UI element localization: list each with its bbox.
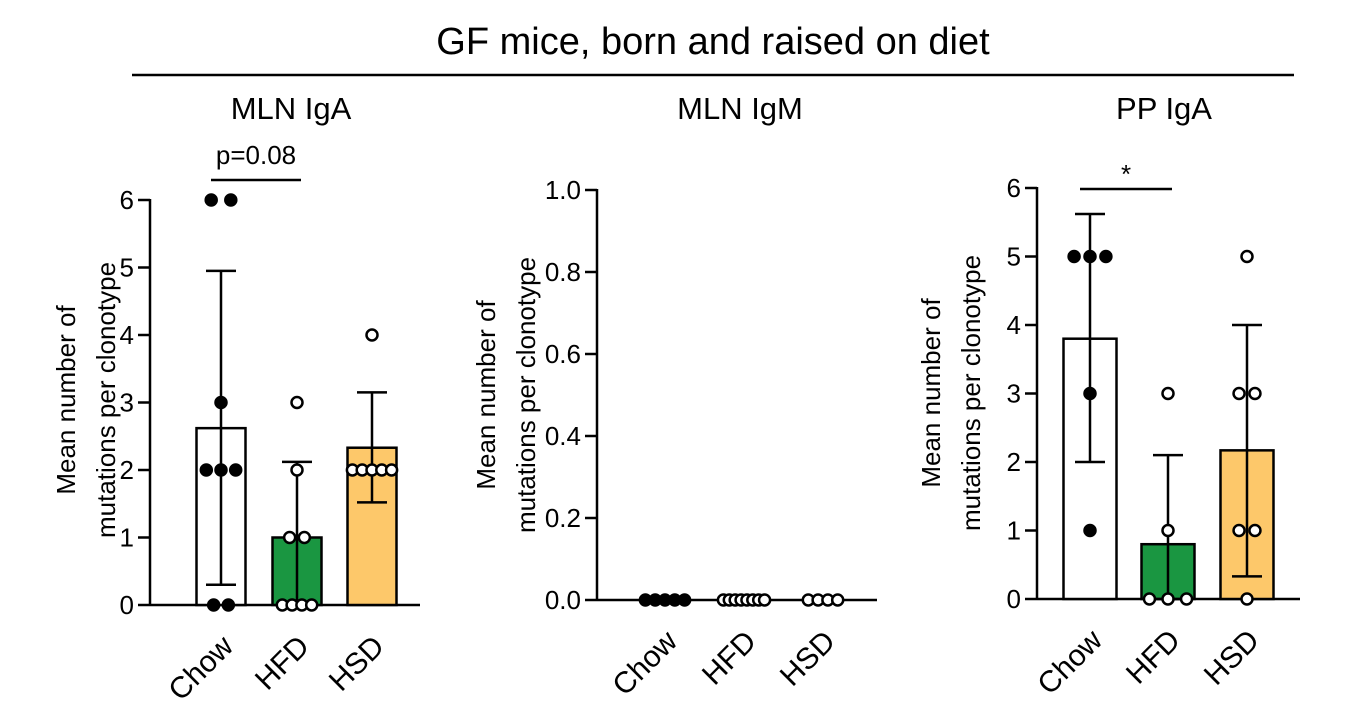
y-tick-label: 0.4 bbox=[545, 421, 581, 451]
data-point-hfd bbox=[757, 593, 772, 607]
data-point-chow bbox=[199, 463, 214, 477]
y-axis-label-line1: Mean number of bbox=[51, 305, 81, 495]
panel-1: MLN IgM Mean number of mutations per clono… bbox=[471, 91, 877, 702]
y-tick-label: 0.0 bbox=[545, 585, 581, 615]
data-point-chow bbox=[677, 593, 692, 607]
y-axis-label-line2: mutations per clonotype bbox=[511, 257, 541, 533]
x-category-label: HSD bbox=[323, 630, 391, 698]
data-point-hfd bbox=[297, 530, 312, 545]
panel-0: MLN IgA Mean number of mutations per clono… bbox=[51, 91, 420, 707]
data-point-hfd bbox=[304, 598, 319, 612]
y-tick-label: 0 bbox=[120, 590, 134, 620]
data-point-hfd bbox=[1142, 592, 1157, 606]
data-point-hsd bbox=[830, 593, 845, 607]
data-point-chow bbox=[214, 463, 228, 477]
data-point-chow bbox=[1067, 249, 1081, 264]
y-axis-label-line2: mutations per clonotype bbox=[91, 262, 121, 538]
data-point-chow bbox=[1083, 523, 1097, 538]
data-point-chow bbox=[221, 598, 236, 612]
y-tick-label: 2 bbox=[120, 455, 134, 485]
data-point-chow bbox=[214, 395, 228, 410]
data-point-hsd bbox=[1240, 249, 1254, 264]
y-tick-label: 6 bbox=[1007, 173, 1021, 203]
data-point-chow bbox=[1083, 386, 1097, 401]
data-point-hsd bbox=[365, 328, 379, 342]
data-point-hsd bbox=[384, 463, 399, 477]
x-category-label: Chow bbox=[162, 629, 240, 707]
y-tick-label: 5 bbox=[1007, 242, 1021, 272]
y-axis-label: Mean number of mutations per clonotype bbox=[471, 257, 541, 533]
data-point-hfd bbox=[290, 463, 304, 477]
x-category-label: Chow bbox=[1031, 623, 1109, 701]
y-tick-label: 5 bbox=[120, 253, 134, 283]
panel-title: MLN IgA bbox=[231, 91, 352, 126]
data-point-hsd bbox=[1232, 523, 1246, 538]
data-point-hsd bbox=[1248, 386, 1262, 401]
y-tick-label: 1.0 bbox=[545, 175, 581, 205]
y-tick-label: 0.6 bbox=[545, 339, 581, 369]
data-point-chow bbox=[1099, 249, 1113, 264]
panel-title: PP IgA bbox=[1116, 91, 1212, 126]
y-axis-label: Mean number of mutations per clonotype bbox=[916, 255, 986, 531]
panel-2: PP IgA Mean number of mutations per clonot… bbox=[916, 91, 1300, 701]
data-point-hfd bbox=[290, 395, 304, 410]
panel-title: MLN IgM bbox=[677, 91, 803, 126]
x-category-label: HSD bbox=[1198, 624, 1266, 692]
data-point-chow bbox=[206, 598, 221, 612]
y-tick-label: 3 bbox=[120, 388, 134, 418]
y-axis-label-line2: mutations per clonotype bbox=[956, 255, 986, 531]
y-tick-label: 0 bbox=[1007, 584, 1021, 614]
data-point-hsd bbox=[1240, 592, 1254, 606]
data-point-hfd bbox=[282, 530, 297, 545]
y-tick-label: 3 bbox=[1007, 379, 1021, 409]
y-axis-label-line1: Mean number of bbox=[471, 300, 501, 490]
y-tick-label: 4 bbox=[120, 320, 134, 350]
x-category-label: Chow bbox=[606, 624, 684, 702]
x-category-label: HFD bbox=[1120, 624, 1187, 691]
y-axis-label: Mean number of mutations per clonotype bbox=[51, 262, 121, 538]
y-tick-label: 2 bbox=[1007, 447, 1021, 477]
x-category-label: HFD bbox=[249, 630, 316, 697]
figure-title: GF mice, born and raised on diet bbox=[436, 21, 990, 63]
significance-label: p=0.08 bbox=[216, 140, 296, 170]
data-point-hsd bbox=[1248, 523, 1262, 538]
data-point-hfd bbox=[1161, 523, 1175, 538]
panels-group: MLN IgA Mean number of mutations per clono… bbox=[51, 91, 1300, 707]
y-tick-label: 0.8 bbox=[545, 257, 581, 287]
data-point-hfd bbox=[1161, 386, 1175, 401]
y-tick-label: 0.2 bbox=[545, 503, 581, 533]
y-tick-label: 4 bbox=[1007, 310, 1021, 340]
y-tick-label: 1 bbox=[120, 523, 134, 553]
data-point-chow bbox=[204, 193, 218, 207]
data-point-chow bbox=[228, 463, 243, 477]
data-point-hsd bbox=[1232, 386, 1246, 401]
x-category-label: HFD bbox=[696, 625, 763, 692]
data-point-hfd bbox=[1161, 592, 1175, 606]
data-point-hfd bbox=[1179, 592, 1194, 606]
data-point-chow bbox=[224, 193, 238, 207]
y-tick-label: 1 bbox=[1007, 516, 1021, 546]
x-category-label: HSD bbox=[774, 625, 842, 693]
y-axis-label-line1: Mean number of bbox=[916, 298, 946, 488]
y-tick-label: 6 bbox=[120, 185, 134, 215]
significance-label: * bbox=[1121, 159, 1131, 189]
data-point-chow bbox=[1083, 249, 1097, 264]
